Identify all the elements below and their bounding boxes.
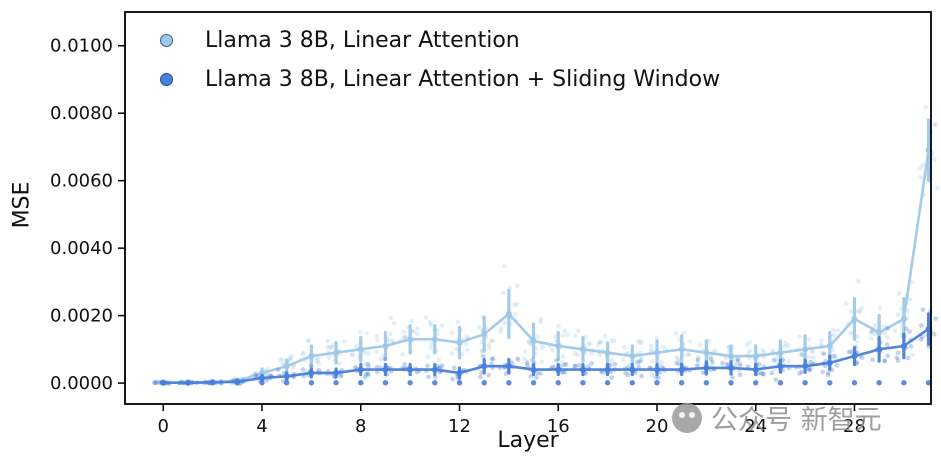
- svg-text:28: 28: [843, 416, 866, 437]
- svg-text:0: 0: [158, 416, 169, 437]
- svg-text:4: 4: [256, 416, 267, 437]
- svg-text:0.0040: 0.0040: [50, 238, 113, 259]
- x-axis-label: Layer: [497, 428, 559, 453]
- legend-label: Llama 3 8B, Linear Attention: [205, 28, 520, 53]
- legend: Llama 3 8B, Linear Attention Llama 3 8B,…: [146, 22, 720, 98]
- svg-text:16: 16: [547, 416, 570, 437]
- svg-text:12: 12: [448, 416, 471, 437]
- watermark-text: 公众号 新智元: [711, 405, 882, 436]
- legend-item-linear-attention-sliding-window: Llama 3 8B, Linear Attention + Sliding W…: [146, 61, 720, 98]
- svg-text:0.0060: 0.0060: [50, 171, 113, 192]
- svg-text:24: 24: [744, 416, 767, 437]
- svg-text:8: 8: [355, 416, 366, 437]
- svg-text:0.0080: 0.0080: [50, 103, 113, 124]
- svg-text:20: 20: [646, 416, 669, 437]
- legend-marker-light-icon: [160, 34, 173, 47]
- svg-text:0.0020: 0.0020: [50, 306, 113, 327]
- svg-text:0.0100: 0.0100: [50, 36, 113, 57]
- legend-item-linear-attention: Llama 3 8B, Linear Attention: [146, 22, 720, 59]
- watermark-logo-icon: [672, 402, 702, 433]
- svg-text:0.0000: 0.0000: [50, 373, 113, 394]
- legend-marker-dark-icon: [160, 73, 173, 86]
- legend-label: Llama 3 8B, Linear Attention + Sliding W…: [205, 67, 721, 92]
- watermark: 公众号 新智元: [672, 398, 882, 437]
- y-axis-label: MSE: [9, 181, 35, 229]
